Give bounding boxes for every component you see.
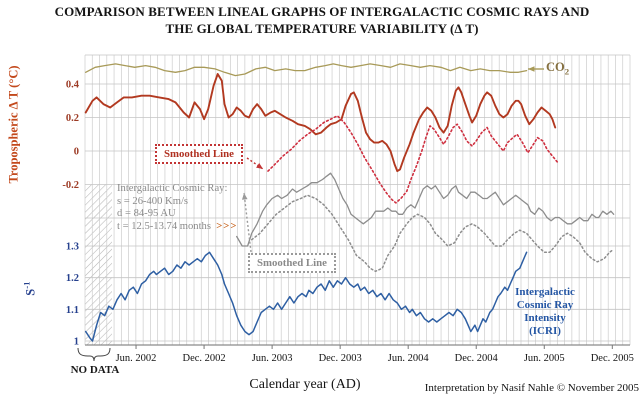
no-data-brace-icon bbox=[77, 347, 111, 362]
x-tick-label: Dec. 2004 bbox=[455, 353, 499, 364]
chevrons-icon: >>> bbox=[216, 220, 238, 232]
y-tick-label-icri: 1 bbox=[74, 337, 79, 348]
y-tick-label-icri: 1.2 bbox=[66, 273, 79, 284]
series-icr bbox=[236, 172, 615, 247]
grid bbox=[84, 54, 631, 346]
x-tick-label: Jun. 2004 bbox=[388, 353, 430, 364]
y-tick-label-temp: 0 bbox=[74, 147, 79, 158]
cosmic-ray-info-block: Intergalactic Cosmic Ray: s = 26-400 Km/… bbox=[117, 183, 302, 233]
series-temp_smoothed bbox=[267, 115, 559, 204]
series-icri bbox=[84, 251, 528, 342]
x-tick-label: Jun. 2005 bbox=[524, 353, 565, 364]
cosmic-ray-info-line: t = 12.5-13.74 months >>> bbox=[117, 220, 238, 232]
attribution-text: Interpretation by Nasif Nahle © November… bbox=[424, 382, 639, 394]
series-co2 bbox=[85, 63, 528, 77]
series-temp bbox=[84, 73, 557, 173]
x-axis-title: Calendar year (AD) bbox=[249, 377, 361, 392]
no-data-label: NO DATA bbox=[70, 364, 120, 376]
cosmic-ray-info-line: Intergalactic Cosmic Ray: bbox=[117, 183, 228, 194]
smoothed-line-callout-temp: Smoothed Line bbox=[155, 144, 243, 164]
series-icr_smoothed bbox=[250, 194, 615, 273]
arrowhead-icon bbox=[256, 163, 263, 169]
x-tick-label: Dec. 2002 bbox=[182, 353, 225, 364]
arrowhead-icon bbox=[528, 66, 535, 72]
y-tick-label-temp: 0.4 bbox=[66, 80, 80, 91]
y-tick-label-icri: 1.3 bbox=[66, 242, 79, 253]
y-tick-label-temp: 0.2 bbox=[66, 113, 79, 124]
icri-series-label: Intergalactic Cosmic Ray Intensity (ICRI… bbox=[515, 286, 575, 337]
arrowhead-icon bbox=[241, 193, 248, 200]
y-axis-title-icri: S-1 bbox=[21, 281, 38, 296]
x-tick-label: Jun. 2003 bbox=[252, 353, 293, 364]
x-tick-label: Dec. 2003 bbox=[319, 353, 362, 364]
y-tick-label-temp: -0.2 bbox=[62, 180, 79, 191]
y-tick-label-icri: 1.1 bbox=[66, 305, 79, 316]
cosmic-ray-info-line: d = 84-95 AU bbox=[117, 208, 176, 219]
co2-series-label: CO2 bbox=[546, 60, 570, 77]
y-axis-title-temperature: Tropospheric Δ T (°C) bbox=[6, 65, 21, 184]
x-tick-label: Jun. 2002 bbox=[116, 353, 157, 364]
cosmic-ray-info-line: s = 26-400 Km/s bbox=[117, 195, 189, 207]
chart-title: COMPARISON BETWEEN LINEAL GRAPHS OF INTE… bbox=[54, 4, 590, 36]
x-tick-label: Dec. 2005 bbox=[591, 353, 634, 364]
x-axis-ticks: Jun. 2002 Dec. 2002 Jun. 2003 Dec. 2003 Jun.… bbox=[116, 345, 634, 364]
smoothed-line-callout-icr: Smoothed Line bbox=[248, 253, 336, 273]
